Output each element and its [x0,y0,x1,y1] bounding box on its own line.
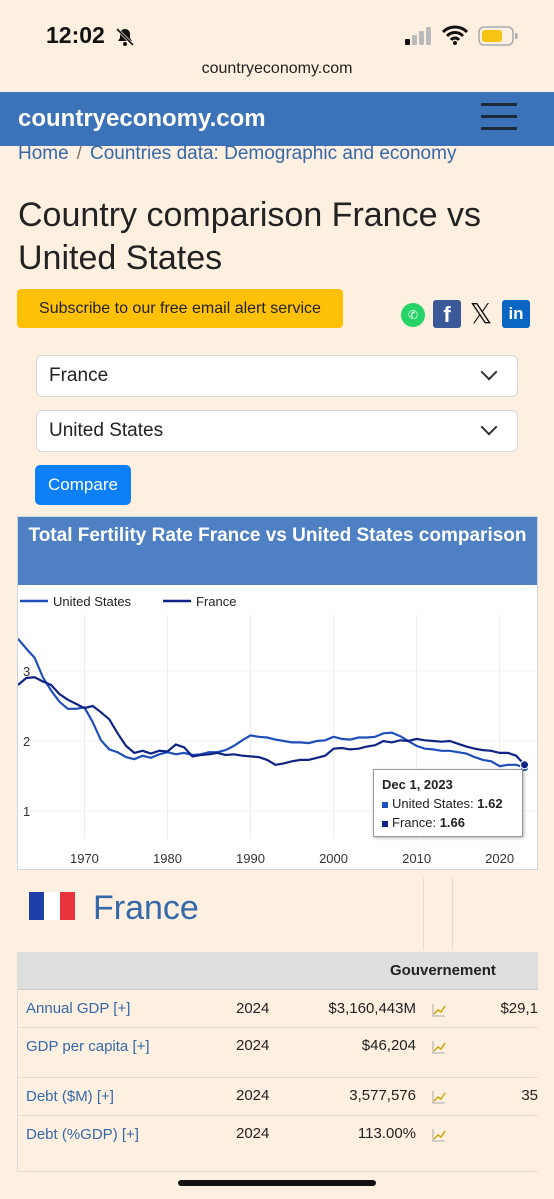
table-header: Gouvernement [18,952,538,990]
country2-select-value: United States [49,420,164,441]
sparkline-icon[interactable] [432,1040,446,1054]
x-icon[interactable]: 𝕏 [469,298,493,329]
row-label-link[interactable]: Debt ($M) [+] [26,1088,114,1105]
legend-label: France [196,594,236,609]
x-tick-label: 1980 [153,851,182,866]
row-value: $3,160,443M [328,1000,416,1017]
x-tick-label: 2010 [402,851,431,866]
legend-label: United States [53,594,132,609]
row-year: 2024 [236,1037,270,1054]
table-row: Annual GDP [+] 2024 $3,160,443M $29,1 [18,990,538,1028]
row-extra-value: 35 [521,1087,538,1104]
series-point-last [520,760,530,770]
y-tick-label: 2 [23,734,30,749]
bell-muted-icon [115,27,135,47]
row-value: $46,204 [361,1037,416,1054]
row-value: 113.00% [357,1125,416,1142]
table-row: Debt (%GDP) [+] 2024 113.00% [18,1116,538,1172]
row-label-link[interactable]: GDP per capita [+] [26,1038,150,1055]
wifi-icon [442,25,468,45]
chart-plot[interactable]: 1970 1980 1990 2000 2010 2020 1 2 3 United States… [18,585,537,869]
y-tick-label: 3 [23,664,30,679]
series-line-united-states [18,638,525,769]
chart-title: Total Fertility Rate France vs United St… [18,517,537,585]
x-tick-label: 2020 [485,851,514,866]
breadcrumb-home-link[interactable]: Home [18,143,69,164]
row-year: 2024 [236,1125,270,1142]
status-time: 12:02 [46,22,105,48]
tooltip-date: Dec 1, 2023 [382,777,453,792]
row-year: 2024 [236,1087,270,1104]
breadcrumb: Home / Countries data: Demographic and eco… [18,143,456,165]
status-bar: 12:02 [0,0,554,60]
breadcrumb-current-link[interactable]: Countries data: Demographic and economy [89,143,457,164]
chevron-down-icon [480,418,498,436]
sparkline-icon[interactable] [432,1003,446,1017]
x-tick-label: 1970 [70,851,99,866]
country2-select[interactable]: United States [36,410,518,452]
linkedin-icon[interactable]: in [502,300,530,328]
x-tick-label: 1990 [236,851,265,866]
series-line-france [18,676,526,766]
country-header: France [17,878,424,950]
tooltip-fr-label: France: [392,815,437,830]
fertility-chart: Total Fertility Rate France vs United St… [17,516,538,870]
country1-select-value: France [49,365,109,386]
home-indicator [178,1180,376,1186]
x-tick-label: 2000 [319,851,348,866]
cellular-signal-icon [405,27,431,45]
chart-tooltip: Dec 1, 2023 United States: 1.62 France: … [373,769,523,837]
us-swatch [382,801,388,808]
tooltip-us-label: United States: [392,796,474,811]
row-year: 2024 [236,1000,270,1017]
row-label-link[interactable]: Debt (%GDP) [+] [26,1126,139,1143]
tooltip-us-value: 1.62 [477,796,503,811]
site-logo[interactable]: countryeconomy.com [18,105,266,132]
country1-select[interactable]: France [36,355,518,397]
france-swatch [382,820,388,827]
browser-url[interactable]: countryeconomy.com [201,60,353,77]
facebook-icon[interactable]: f [433,300,461,328]
page-title: Country comparison France vs United Stat… [18,196,481,277]
whatsapp-icon[interactable]: ✆ [401,303,425,327]
menu-icon[interactable] [481,103,517,135]
row-value: 3,577,576 [349,1087,416,1104]
tooltip-fr-value: 1.66 [439,815,466,830]
chevron-down-icon [480,363,498,381]
country-name[interactable]: France [93,889,199,927]
table-row: Debt ($M) [+] 2024 3,577,576 35 [18,1078,538,1116]
data-table: Gouvernement Annual GDP [+] 2024 $3,160,… [17,952,538,1172]
table-group-header: Gouvernement [390,962,496,979]
y-tick-label: 1 [23,804,30,819]
site-header: countryeconomy.com [0,92,554,146]
battery-icon [478,26,518,46]
row-extra-value: $29,1 [500,1000,538,1017]
sparkline-icon[interactable] [432,1128,446,1142]
row-label-link[interactable]: Annual GDP [+] [26,1000,131,1017]
sparkline-icon[interactable] [432,1090,446,1104]
breadcrumb-separator: / [76,143,82,164]
table-row: GDP per capita [+] 2024 $46,204 [18,1028,538,1078]
country-header-right-cell [452,878,538,950]
france-flag-icon [29,892,75,920]
subscribe-button[interactable]: Subscribe to our free email alert servic… [17,289,343,328]
compare-button[interactable]: Compare [35,465,131,505]
